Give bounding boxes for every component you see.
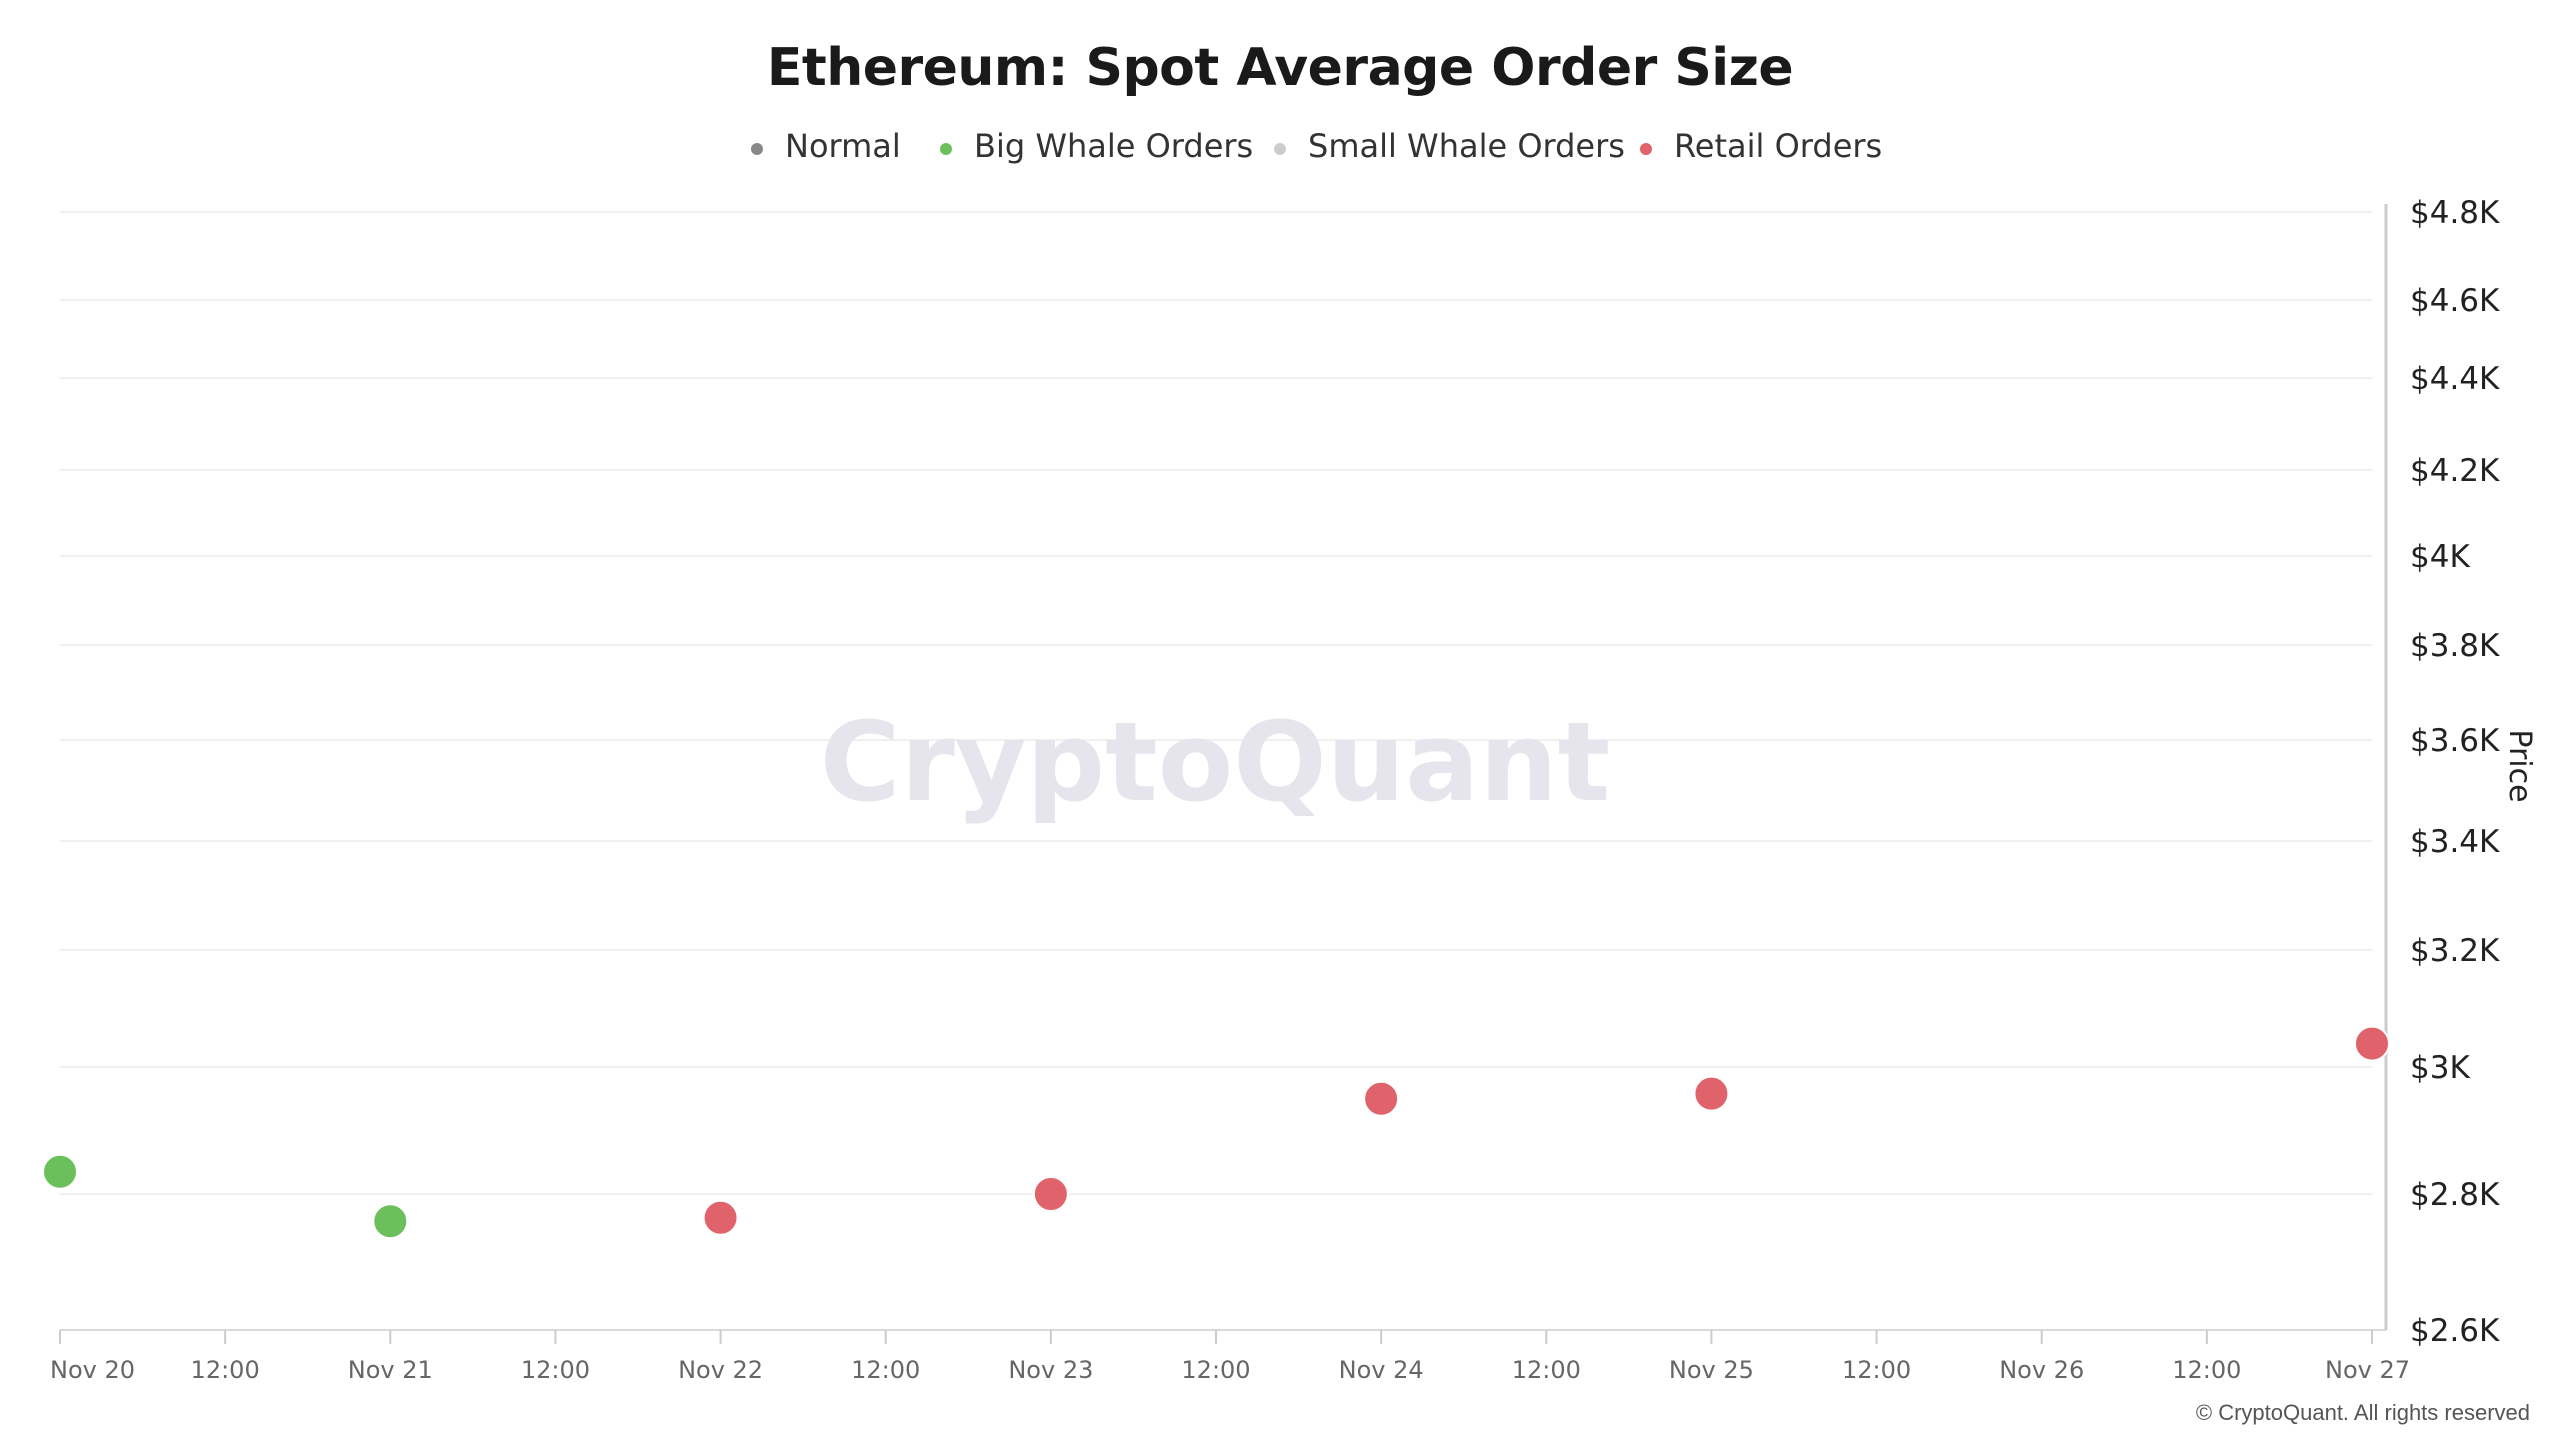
point-retail-orders-2[interactable] <box>1363 1080 1400 1117</box>
legend-label-3: Retail Orders <box>1674 127 1882 165</box>
legend-label-1: Big Whale Orders <box>974 127 1253 165</box>
x-tick-label-5: 12:00 <box>851 1356 920 1384</box>
x-tick-label-10: Nov 25 <box>1669 1356 1754 1384</box>
legend: Normal Big Whale Orders Small Whale Orders… <box>751 127 1882 165</box>
x-tick-label-0: Nov 20 <box>50 1356 135 1384</box>
y-tick-label-11: $4.8K <box>2410 195 2500 231</box>
y-tick-label-9: $4.4K <box>2410 361 2500 397</box>
x-tick-label-12: Nov 26 <box>1999 1356 2084 1384</box>
point-retail-orders-3[interactable] <box>1693 1075 1730 1112</box>
x-tick-label-2: Nov 21 <box>348 1356 433 1384</box>
x-tick-label-4: Nov 22 <box>678 1356 763 1384</box>
x-tick-label-7: 12:00 <box>1181 1356 1250 1384</box>
y-axis-ticks: $2.6K $2.8K $3K $3.2K $3.4K $3.6K $3.8K $4K $4.2… <box>2410 195 2500 1349</box>
gridlines <box>60 211 2372 1195</box>
legend-marker-1 <box>940 143 952 155</box>
y-tick-label-4: $3.4K <box>2410 824 2500 860</box>
x-tick-label-3: 12:00 <box>521 1356 590 1384</box>
y-tick-label-7: $4K <box>2410 539 2470 575</box>
x-tick-label-9: 12:00 <box>1512 1356 1581 1384</box>
x-tick-label-1: 12:00 <box>191 1356 260 1384</box>
y-tick-label-3: $3.2K <box>2410 933 2500 969</box>
legend-label-2: Small Whale Orders <box>1308 127 1625 165</box>
point-big-whale-orders-1[interactable] <box>372 1203 409 1240</box>
data-points <box>42 1025 2390 1240</box>
y-tick-label-6: $3.8K <box>2410 628 2500 664</box>
x-tick-label-8: Nov 24 <box>1339 1356 1424 1384</box>
watermark-logo: CryptoQuant <box>820 698 1611 826</box>
legend-marker-0 <box>751 143 763 155</box>
copyright-notice: © CryptoQuant. All rights reserved <box>2196 1400 2530 1425</box>
legend-label-0: Normal <box>785 127 901 165</box>
point-retail-orders-4[interactable] <box>2354 1025 2390 1062</box>
legend-item-3[interactable]: Retail Orders <box>1640 127 1882 165</box>
y-tick-label-10: $4.6K <box>2410 283 2500 319</box>
legend-marker-2 <box>1274 143 1286 155</box>
y-tick-label-1: $2.8K <box>2410 1177 2500 1213</box>
legend-marker-3 <box>1640 143 1652 155</box>
legend-item-1[interactable]: Big Whale Orders <box>940 127 1253 165</box>
point-retail-orders-1[interactable] <box>1032 1176 1069 1212</box>
x-tick-label-6: Nov 23 <box>1008 1356 1093 1384</box>
point-big-whale-orders-0[interactable] <box>42 1153 78 1190</box>
x-axis-ticks: Nov 20 12:00 Nov 21 12:00 Nov 22 12:00 Nov 23 1… <box>50 1330 2410 1384</box>
point-retail-orders-0[interactable] <box>702 1199 739 1236</box>
y-tick-label-5: $3.6K <box>2410 723 2500 759</box>
x-tick-label-14: Nov 27 <box>2325 1356 2410 1384</box>
axes <box>60 204 2388 1331</box>
y-tick-label-8: $4.2K <box>2410 453 2500 489</box>
y-tick-label-2: $3K <box>2410 1050 2470 1086</box>
x-tick-label-13: 12:00 <box>2172 1356 2241 1384</box>
y-axis-label: Price <box>2502 729 2537 802</box>
y-tick-label-0: $2.6K <box>2410 1313 2500 1349</box>
chart-title: Ethereum: Spot Average Order Size <box>766 38 1794 98</box>
x-tick-label-11: 12:00 <box>1842 1356 1911 1384</box>
legend-item-2[interactable]: Small Whale Orders <box>1274 127 1625 165</box>
legend-item-0[interactable]: Normal <box>751 127 901 165</box>
